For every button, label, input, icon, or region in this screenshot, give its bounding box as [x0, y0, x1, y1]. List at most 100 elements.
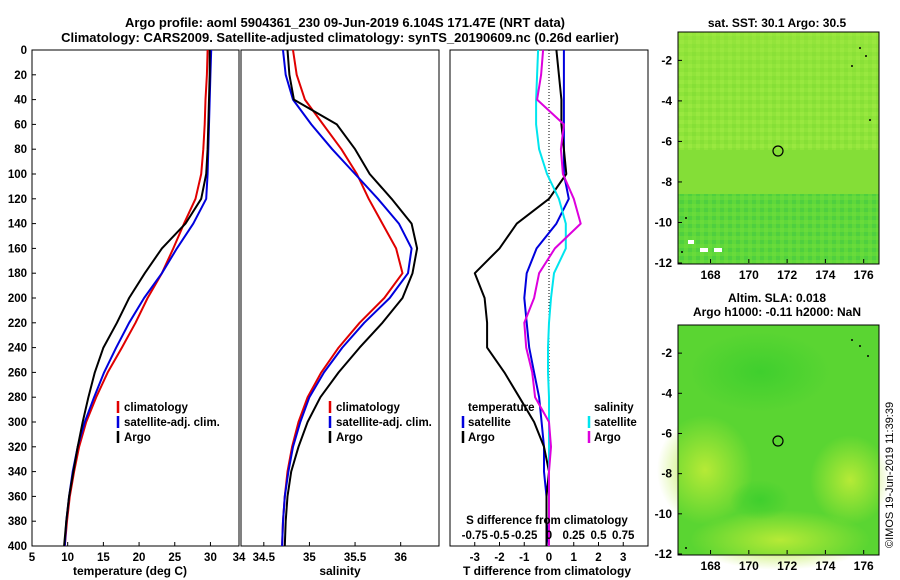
x-tick-label: -3	[470, 552, 480, 564]
sst-map-title: sat. SST: 30.1 Argo: 30.5	[708, 16, 847, 30]
x-tick-label: -1	[519, 552, 530, 564]
lon-tick-label: 168	[701, 559, 721, 573]
sla-coastline-dots	[685, 339, 869, 549]
temperature-x-label: temperature (deg C)	[73, 564, 187, 578]
depth-tick-label: 260	[8, 367, 27, 379]
depth-tick-label: 240	[8, 343, 27, 355]
salinity-plot-frame	[240, 49, 440, 547]
t-difference-x-axis: -3 -2 -1 0 1 2 3	[470, 542, 626, 564]
depth-tick-label: 160	[8, 243, 27, 255]
depth-tick-label: 300	[8, 417, 27, 429]
legend-t-satellite: satellite	[468, 417, 511, 429]
series-line-argo	[283, 49, 419, 547]
depth-tick-label: 80	[14, 144, 27, 156]
sst-missing-pixel	[714, 248, 722, 252]
figure-title-line2: Climatology: CARS2009. Satellite-adjuste…	[61, 30, 619, 45]
sst-field-south	[678, 194, 879, 264]
salinity-panel: 34.5 35 35.5 36 salinity climatology satell…	[240, 49, 440, 578]
depth-tick-label: 120	[8, 194, 27, 206]
lat-tick-label: -2	[661, 346, 672, 360]
lon-tick-label: 176	[854, 559, 874, 573]
s-tick-label: -0.5	[490, 530, 510, 542]
depth-tick-label: 0	[21, 45, 27, 57]
temperature-legend: climatology satellite-adj. clim. Argo	[116, 401, 220, 444]
x-tick-label: 30	[204, 552, 217, 564]
depth-axis: 0 20 40 60 80 100 120 140 160 180 200 220 240 260 280 3…	[8, 45, 36, 553]
legend-argo: Argo	[124, 432, 151, 444]
depth-tick-label: 20	[14, 70, 27, 82]
sst-map-frame	[677, 31, 880, 265]
temperature-x-axis: 5 10 15 20 25 30 34	[29, 542, 246, 564]
s-tick-label: -0.25	[511, 530, 538, 542]
lat-tick-label: -12	[655, 256, 673, 270]
sst-map: sat. SST: 30.1 Argo: 30.5 168 170 172 174 17…	[655, 16, 880, 282]
lon-tick-label: 168	[701, 268, 721, 282]
sla-map-subtitle: Argo h1000: -0.11 h2000: NaN	[693, 305, 861, 319]
legend-salinity-title: salinity	[594, 402, 634, 414]
difference-legend: temperature satellite Argo salinity sate…	[461, 402, 637, 444]
depth-tick-label: 140	[8, 219, 27, 231]
x-tick-label: 35.5	[344, 552, 367, 564]
legend-satellite-adj: satellite-adj. clim.	[124, 417, 220, 429]
x-tick-label: 36	[394, 552, 407, 564]
salinity-x-axis: 34.5 35 35.5 36	[253, 542, 407, 564]
lon-tick-label: 176	[854, 268, 874, 282]
legend-t-argo: Argo	[468, 432, 495, 444]
float-position-marker	[772, 435, 784, 447]
depth-tick-label: 340	[8, 467, 27, 479]
s-tick-label: 0.5	[591, 530, 608, 542]
difference-panel: -3 -2 -1 0 1 2 3 T difference from climatology…	[449, 49, 649, 578]
sst-missing-pixel	[688, 240, 694, 244]
depth-tick-label: 360	[8, 491, 27, 503]
lon-tick-label: 172	[777, 268, 797, 282]
sla-low-anomaly	[690, 332, 830, 412]
s-difference-label: S difference from climatology	[466, 515, 628, 527]
x-tick-label: 5	[29, 552, 36, 564]
depth-tick-label: 220	[8, 318, 27, 330]
depth-tick-label: 60	[14, 119, 27, 131]
lat-tick-label: -12	[655, 547, 673, 561]
sst-coastline-dots	[681, 47, 871, 253]
salinity-x-label: salinity	[319, 564, 361, 578]
depth-tick-label: 280	[8, 392, 27, 404]
lat-tick-label: -8	[661, 467, 672, 481]
depth-tick-label: 40	[14, 95, 27, 107]
x-tick-label: 10	[61, 552, 74, 564]
x-tick-label: 20	[133, 552, 146, 564]
lon-tick-label: 174	[815, 559, 835, 573]
sla-map-axes: 168 170 172 174 176 -2 -4 -6 -8 -10 -12	[655, 346, 874, 573]
sla-map-frame	[677, 324, 880, 556]
series-line-salinity-argo	[523, 49, 582, 546]
lat-tick-label: -6	[661, 134, 672, 148]
x-tick-label: -2	[494, 552, 504, 564]
temperature-panel: 0 20 40 60 80 100 120 140 160 180 200 220 240 260 280 3…	[8, 45, 246, 578]
imos-watermark: ©IMOS 19-Jun-2019 11:39:39	[884, 402, 896, 548]
lon-tick-label: 172	[777, 559, 797, 573]
s-tick-label: 0.75	[612, 530, 635, 542]
x-tick-label: 2	[595, 552, 601, 564]
s-difference-ticks: -0.75 -0.5 -0.25 0 0.25 0.5 0.75	[462, 530, 635, 542]
x-tick-label: 0	[546, 552, 552, 564]
series-line-satellite-adj-clim-	[281, 49, 413, 547]
depth-tick-label: 320	[8, 442, 27, 454]
depth-tick-label: 380	[8, 516, 27, 528]
legend-s-satellite: satellite	[594, 417, 637, 429]
salinity-series	[281, 49, 419, 547]
x-tick-label: 3	[620, 552, 626, 564]
legend-climatology: climatology	[124, 402, 189, 414]
depth-tick-label: 400	[8, 541, 27, 553]
depth-tick-label: 180	[8, 268, 27, 280]
depth-tick-label: 100	[8, 169, 27, 181]
sla-map: Altim. SLA: 0.018 Argo h1000: -0.11 h200…	[655, 291, 890, 573]
x-tick-label: 15	[97, 552, 110, 564]
sla-high-anomaly	[810, 435, 890, 525]
lon-tick-label: 174	[815, 268, 835, 282]
legend-satellite-adj: satellite-adj. clim.	[336, 417, 432, 429]
depth-tick-label: 200	[8, 293, 27, 305]
lat-tick-label: -8	[661, 175, 672, 189]
figure-title-line1: Argo profile: aoml 5904361_230 09-Jun-20…	[125, 15, 565, 30]
lat-tick-label: -10	[655, 507, 673, 521]
x-tick-label: 34	[233, 552, 246, 564]
s-tick-label: 0.25	[563, 530, 586, 542]
